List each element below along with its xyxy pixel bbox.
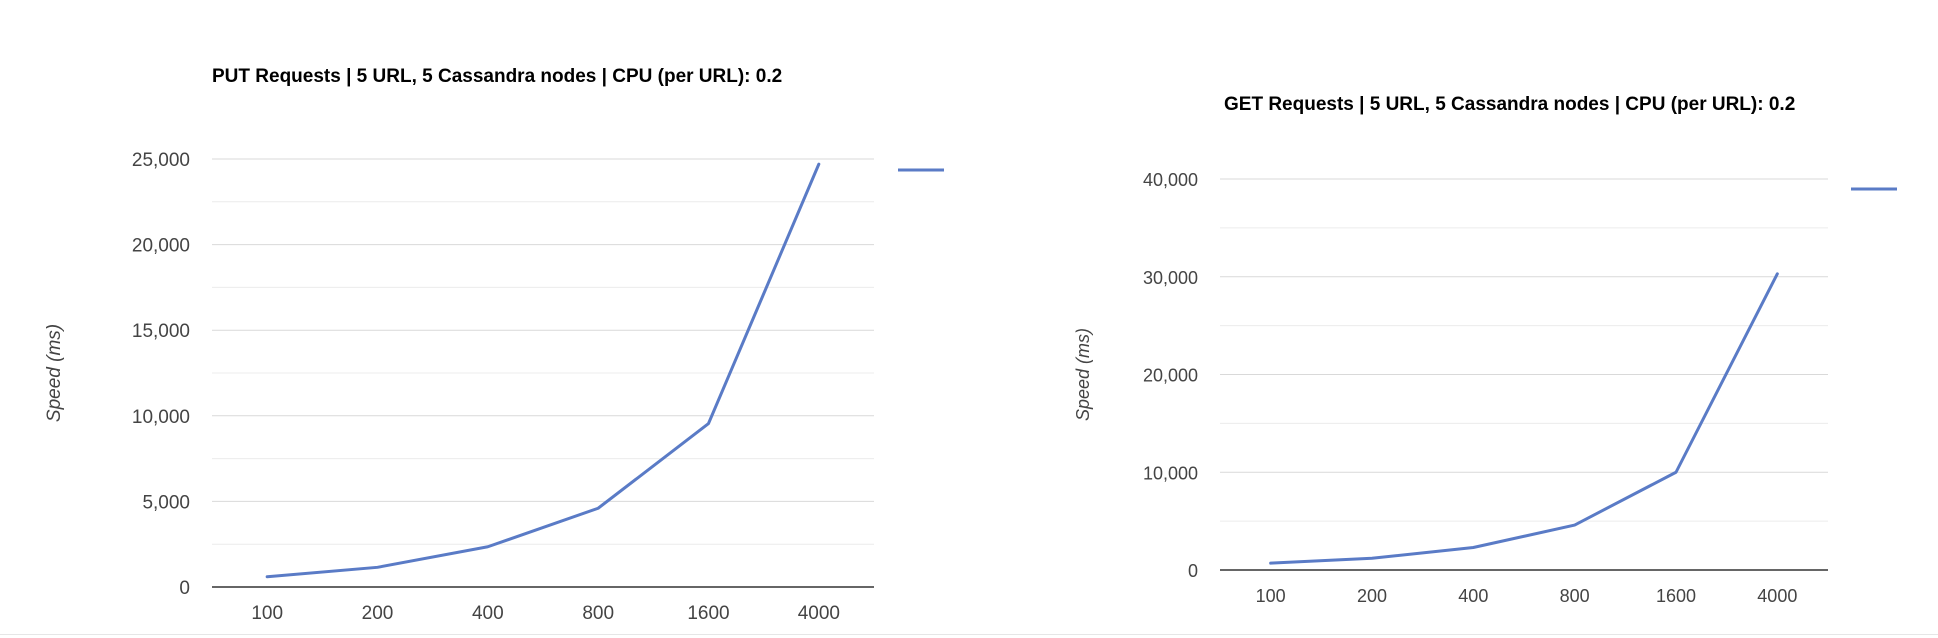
data-point [1574,524,1576,526]
data-point [1371,557,1373,559]
x-tick-label: 4000 [798,603,840,624]
x-tick-label: 200 [1357,586,1387,606]
put-chart-plot: 0 5,000 10,000 15,000 20,000 25,000 100 200 400 8… [44,150,944,624]
y-axis-label: Speed (ms) [1073,328,1093,421]
x-tick-label: 200 [362,603,394,624]
y-tick-label: 20,000 [1143,366,1198,386]
y-tick-label: 5,000 [142,492,190,513]
x-tick-label: 800 [582,603,614,624]
put-requests-chart: PUT Requests | 5 URL, 5 Cassandra nodes … [44,66,944,624]
y-tick-label: 0 [1188,561,1198,581]
y-tick-label: 0 [179,578,190,599]
data-point [1675,471,1677,473]
footer-divider [0,634,1938,635]
x-tick-label: 1600 [1656,586,1696,606]
series-line [265,162,821,579]
x-tick-label: 4000 [1757,586,1797,606]
data-point [1472,547,1474,549]
chart-title: GET Requests | 5 URL, 5 Cassandra nodes … [1224,94,1796,115]
x-tick-label: 100 [1256,586,1286,606]
y-tick-label: 10,000 [132,407,190,428]
y-tick-label: 20,000 [132,236,190,257]
y-tick-label: 30,000 [1143,268,1198,288]
data-point [708,423,709,425]
y-axis-label: Speed (ms) [44,324,65,422]
data-point [1776,273,1778,275]
x-tick-label: 100 [251,603,283,624]
y-tick-label: 10,000 [1143,463,1198,483]
x-tick-label: 400 [472,603,504,624]
data-point [818,163,820,165]
chart-title: PUT Requests | 5 URL, 5 Cassandra nodes … [212,66,783,87]
series-line [1269,272,1779,565]
get-requests-chart: GET Requests | 5 URL, 5 Cassandra nodes … [969,0,1938,638]
x-tick-label: 1600 [687,603,729,624]
y-tick-label: 40,000 [1143,170,1198,190]
x-tick-label: 400 [1458,586,1488,606]
data-point [377,566,378,568]
data-point [487,546,489,548]
data-point [266,576,268,578]
data-point [1270,562,1272,564]
data-point [597,507,599,509]
x-tick-label: 800 [1560,586,1590,606]
get-chart-plot: 0 10,000 20,000 30,000 40,000 100 200 400 800 160… [1073,170,1897,606]
y-tick-label: 15,000 [132,321,190,342]
y-tick-label: 25,000 [132,150,190,171]
